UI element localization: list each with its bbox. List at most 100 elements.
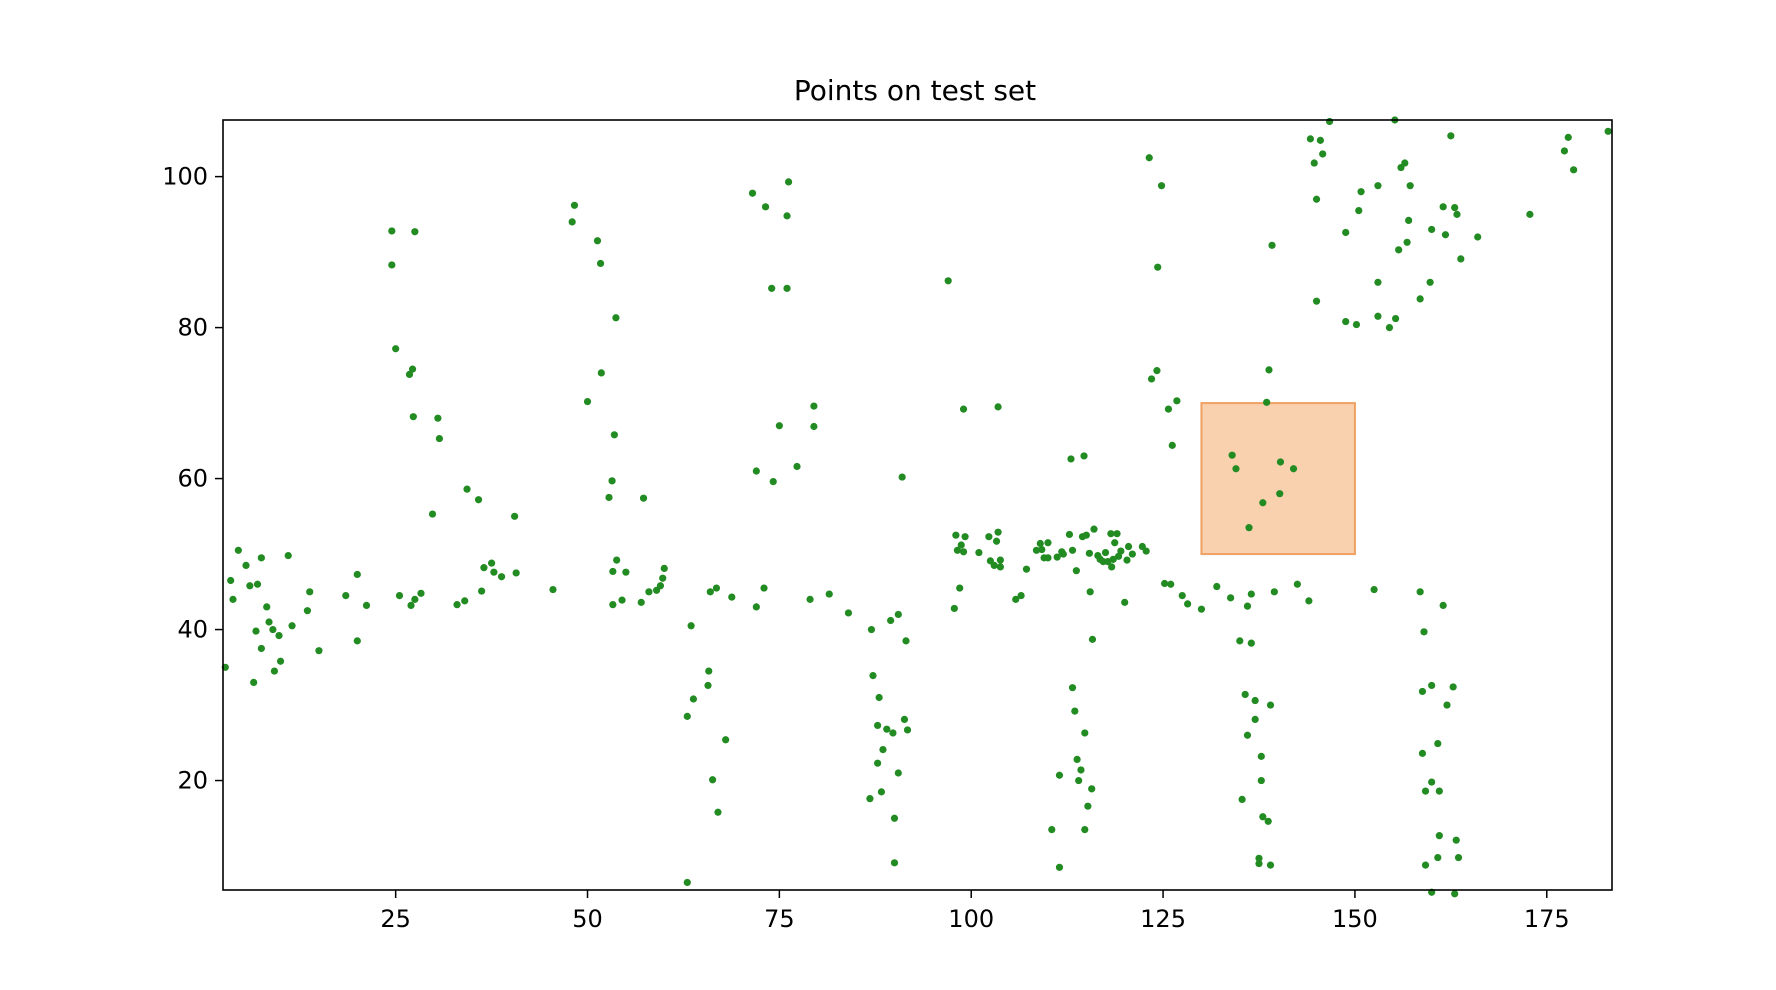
data-point <box>1526 210 1534 218</box>
data-point <box>1441 231 1450 239</box>
y-tick-label: 60 <box>177 465 208 493</box>
data-point <box>752 603 760 611</box>
data-point <box>1385 323 1394 332</box>
data-point <box>1474 233 1482 241</box>
x-tick-label: 50 <box>572 905 603 933</box>
data-point <box>1428 778 1436 786</box>
data-point <box>1418 749 1427 757</box>
data-point <box>1439 601 1447 610</box>
data-point <box>639 494 648 502</box>
data-point <box>659 574 667 582</box>
data-point <box>605 493 613 502</box>
data-point <box>1457 255 1465 263</box>
data-point <box>613 556 621 564</box>
data-point <box>511 512 519 520</box>
data-point <box>480 564 488 572</box>
data-point <box>645 588 653 596</box>
data-point <box>890 859 899 867</box>
data-point <box>1439 203 1447 211</box>
data-point <box>944 277 952 285</box>
data-point <box>1044 554 1052 562</box>
data-point <box>1053 553 1061 561</box>
data-point <box>873 721 882 730</box>
data-point <box>1065 530 1074 539</box>
data-point <box>1316 136 1324 144</box>
data-point <box>1161 579 1169 588</box>
data-point <box>1147 375 1156 383</box>
axes-layer: 25 50 75 100 125 150 175 20 40 60 80 100 <box>162 119 1613 933</box>
data-point <box>1421 861 1430 869</box>
data-point <box>959 405 968 413</box>
data-point <box>257 554 265 562</box>
data-point <box>1257 776 1265 785</box>
data-point <box>748 189 757 197</box>
data-point <box>957 541 965 549</box>
data-point <box>1434 853 1442 862</box>
data-point <box>903 726 912 734</box>
data-point <box>1038 545 1046 554</box>
data-point <box>1227 594 1235 602</box>
y-tick-label: 100 <box>162 163 208 191</box>
data-point <box>388 227 396 235</box>
data-point <box>761 203 770 211</box>
data-point <box>1325 117 1334 126</box>
data-point <box>994 403 1002 411</box>
data-point <box>752 467 760 475</box>
data-point <box>1173 397 1181 405</box>
data-point <box>1245 524 1253 532</box>
data-point <box>474 496 483 504</box>
data-point <box>1081 826 1089 834</box>
data-point <box>1416 588 1424 596</box>
data-point <box>583 397 592 406</box>
data-point <box>1374 278 1382 286</box>
data-point <box>687 622 695 630</box>
data-point <box>877 788 886 796</box>
data-point <box>1213 582 1221 591</box>
data-point <box>463 485 471 493</box>
data-point <box>1022 565 1031 573</box>
data-point <box>1068 546 1077 554</box>
data-point <box>1305 597 1313 605</box>
x-tick-label: 175 <box>1524 905 1570 933</box>
data-point <box>1452 836 1460 844</box>
data-point <box>417 589 425 597</box>
data-point <box>1128 550 1136 558</box>
data-point <box>1104 558 1112 566</box>
data-point <box>961 533 969 541</box>
data-point <box>411 595 419 603</box>
data-point <box>461 597 469 605</box>
data-point <box>952 531 960 539</box>
data-point <box>783 284 791 292</box>
data-point <box>866 795 874 803</box>
y-tick-label: 20 <box>177 767 208 795</box>
data-point <box>889 729 897 737</box>
highlight-layer <box>1200 402 1356 556</box>
data-point <box>250 678 258 687</box>
data-point <box>1312 195 1321 203</box>
data-point <box>1238 795 1246 804</box>
data-point <box>722 736 730 744</box>
data-point <box>1289 465 1298 473</box>
data-point <box>303 607 312 615</box>
x-tick-label: 75 <box>764 905 795 933</box>
data-point <box>1418 687 1427 696</box>
data-point <box>392 345 400 353</box>
data-point <box>1068 684 1077 692</box>
data-point <box>306 588 314 596</box>
data-point <box>1142 547 1150 555</box>
data-point <box>1197 605 1206 613</box>
data-point <box>768 284 776 292</box>
data-point <box>1088 785 1096 793</box>
data-point <box>1443 701 1451 709</box>
data-point <box>1434 739 1442 748</box>
data-point <box>1085 549 1093 557</box>
data-point <box>769 477 777 486</box>
data-point <box>1428 225 1436 234</box>
data-point <box>1157 182 1166 190</box>
data-point <box>315 647 323 655</box>
data-point <box>1236 637 1244 645</box>
data-point <box>1276 458 1285 466</box>
data-point <box>810 422 818 431</box>
data-point <box>609 567 617 576</box>
